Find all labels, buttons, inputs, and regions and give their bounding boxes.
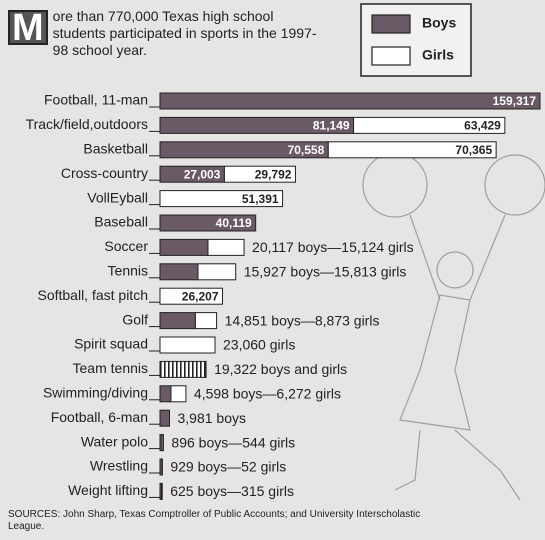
bar-note: 625 boys—315 girls [170, 483, 294, 499]
value-label: 51,391 [242, 192, 279, 206]
bar-segment [161, 483, 162, 499]
value-label: 40,119 [216, 216, 252, 230]
value-label: 63,429 [464, 119, 501, 133]
category-label: Football, 6-man [51, 409, 148, 425]
bar-note: 15,927 boys—15,813 girls [244, 264, 407, 280]
value-label: 70,365 [455, 143, 492, 157]
category-label: Wrestling [90, 458, 148, 474]
bar-segment [171, 386, 186, 402]
value-label: 26,207 [182, 289, 219, 303]
legend-label: Boys [422, 15, 456, 31]
bar-note: 14,851 boys—8,873 girls [225, 312, 380, 328]
bar-segment [198, 264, 236, 280]
bar-segment [160, 93, 540, 109]
bar-segment [160, 239, 208, 255]
category-label: Team tennis [73, 360, 148, 376]
bar-note: 23,060 girls [223, 337, 295, 353]
category-label: Cross-country [61, 165, 148, 181]
bar-note: 19,322 boys and girls [214, 361, 347, 377]
legend-swatch [372, 47, 410, 65]
bar-note: 896 boys—544 girls [171, 434, 295, 450]
bar-note: 929 boys—52 girls [170, 459, 286, 475]
bar-note: 4,598 boys—6,272 girls [194, 386, 341, 402]
category-label: Football, 11-man [44, 92, 148, 108]
category-label: Weight lifting [68, 482, 148, 498]
value-label: 70,558 [288, 143, 325, 157]
category-label: Water polo [81, 433, 148, 449]
category-label: Tennis [108, 263, 148, 279]
category-label: Basketball [83, 141, 148, 157]
category-label: VollEyball [87, 189, 148, 205]
combined-bar [160, 361, 206, 377]
value-label: 81,149 [313, 119, 350, 133]
category-label: Soccer [104, 238, 148, 254]
chart: Boys Girls Football, 11-man 159,317 Track/fi… [0, 0, 545, 505]
bar-segment [160, 337, 215, 353]
bar-segment [160, 386, 171, 402]
category-label: Spirit squad [74, 336, 148, 352]
category-label: Baseball [94, 214, 148, 230]
value-label: 29,792 [255, 167, 292, 181]
value-label: 27,003 [184, 167, 221, 181]
bar-note: 20,117 boys—15,124 girls [252, 239, 414, 255]
bar-note: 3,981 boys [177, 410, 246, 426]
bar-segment [195, 313, 216, 329]
value-label: 159,317 [493, 94, 537, 108]
bar-segment [160, 410, 169, 426]
source-note: SOURCES: John Sharp, Texas Comptroller o… [8, 509, 428, 533]
category-label: Swimming/diving [43, 385, 148, 401]
legend-swatch [372, 15, 410, 33]
category-label: Track/field,outdoors [26, 116, 148, 132]
legend-label: Girls [422, 47, 454, 63]
page: More than 770,000 Texas high school stud… [0, 0, 545, 540]
bar-segment [160, 264, 198, 280]
bar-segment [162, 435, 163, 451]
bar-segment [160, 313, 195, 329]
category-label: Golf [122, 311, 148, 327]
cheerleader [363, 153, 545, 500]
bar-segment [208, 239, 244, 255]
category-label: Softball, fast pitch [37, 287, 148, 303]
